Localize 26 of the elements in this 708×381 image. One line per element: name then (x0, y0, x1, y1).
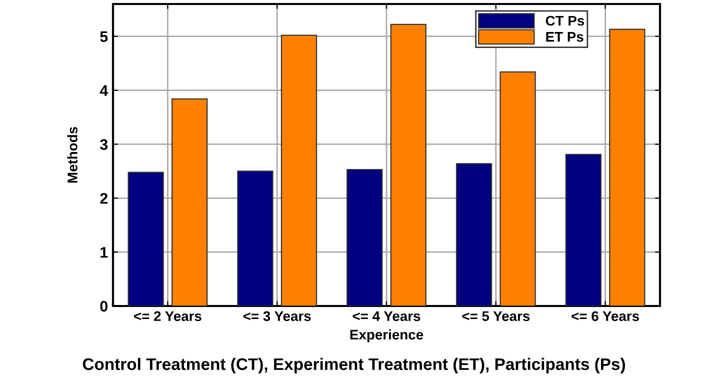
x-tick-label: <= 2 Years (134, 311, 202, 322)
y-tick-label: 4 (100, 85, 108, 96)
legend-label: ET Ps (546, 32, 584, 42)
x-axis-title: Experience (350, 329, 424, 342)
y-tick-label: 0 (100, 300, 108, 312)
bar (456, 163, 492, 306)
bar (500, 71, 536, 306)
bar (390, 24, 426, 306)
bar (346, 169, 383, 306)
x-tick-label: <= 6 Years (572, 311, 639, 322)
text: Control Treatment (CT), Experiment Treatment (ET), Participants (Ps) (82, 358, 625, 374)
bar (237, 170, 274, 306)
bar (280, 34, 318, 306)
x-tick-label: <= 5 Years (462, 311, 530, 322)
legend-label: CT Ps (546, 16, 584, 26)
y-axis-title: Methods (67, 127, 78, 183)
y-tick-label: 1 (100, 247, 108, 258)
bar (172, 98, 208, 306)
y-tick-label: 3 (100, 139, 108, 150)
x-tick-label: <= 4 Years (352, 311, 420, 322)
bar (565, 154, 602, 306)
bar (609, 28, 646, 306)
bar (128, 172, 164, 306)
y-tick-label: 2 (100, 193, 108, 204)
y-tick-label: 5 (100, 31, 108, 42)
x-tick-label: <= 3 Years (243, 311, 311, 322)
